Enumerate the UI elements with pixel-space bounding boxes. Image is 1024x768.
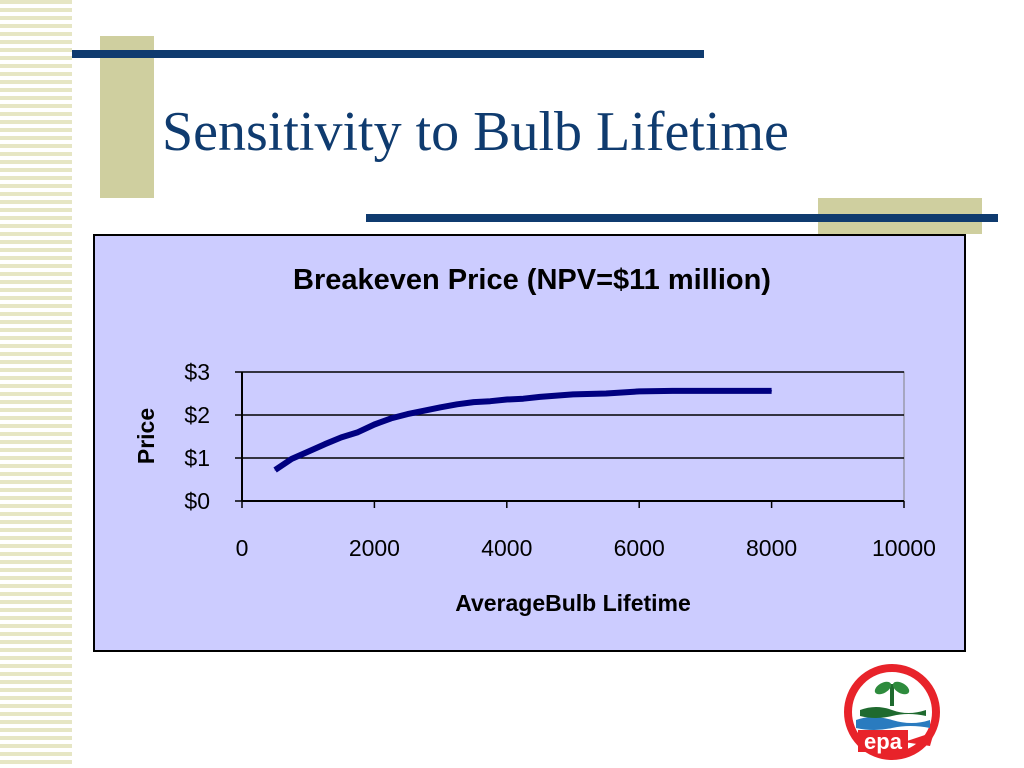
data-point-16 [539,396,541,398]
data-point-15 [522,398,524,400]
data-point-12 [473,401,475,403]
x-tick-label-1: 2000 [349,535,400,561]
gridlines [242,371,904,459]
y-axis-label: Price [133,408,159,464]
logo-text: epa [864,729,903,754]
data-point-5 [357,431,359,433]
series-line [273,387,772,473]
series-points [274,390,773,471]
data-point-3 [324,443,326,445]
x-axis-ticks: 0 2000 4000 6000 8000 10000 [236,501,936,561]
data-point-23 [771,390,773,392]
data-point-9 [423,410,425,412]
y-tick-label-2: $2 [184,402,210,428]
chart-axes [241,372,904,502]
data-point-17 [572,393,574,395]
data-point-22 [738,390,739,392]
y-tick-label-3: $3 [184,359,210,385]
data-point-4 [340,436,342,438]
data-point-7 [390,417,392,419]
x-tick-label-5: 10000 [872,535,936,561]
chart-title: Breakeven Price (NPV=$11 million) [293,264,771,296]
top-rule [72,50,704,58]
x-axis-label: AverageBulb Lifetime [455,590,691,616]
x-tick-label-3: 6000 [614,535,665,561]
x-tick-label-0: 0 [236,535,249,561]
data-point-10 [440,406,442,408]
data-point-19 [638,390,640,392]
chart-panel: Breakeven Price (NPV=$11 million) 0 2000 4… [93,234,966,652]
data-point-8 [407,413,408,415]
data-point-0 [274,469,276,471]
left-stripe-pattern [0,0,72,768]
epa-logo-icon: epa [844,664,940,760]
data-point-21 [704,390,706,392]
data-point-11 [456,403,458,405]
x-tick-label-4: 8000 [746,535,797,561]
x-tick-label-2: 4000 [481,535,532,561]
line-chart: Breakeven Price (NPV=$11 million) 0 2000 4… [133,264,936,616]
bottom-rule [366,214,998,222]
data-point-18 [605,393,607,394]
data-point-2 [307,451,309,453]
y-axis-ticks: $0 $1 $2 $3 [184,359,242,514]
data-point-20 [671,390,673,392]
data-point-13 [489,400,491,402]
data-point-14 [506,399,508,401]
y-tick-label-1: $1 [184,445,210,471]
slide-title: Sensitivity to Bulb Lifetime [162,101,789,163]
title-accent-block [100,36,154,198]
y-tick-label-0: $0 [184,488,210,514]
data-point-1 [291,458,293,460]
data-point-6 [373,423,375,425]
